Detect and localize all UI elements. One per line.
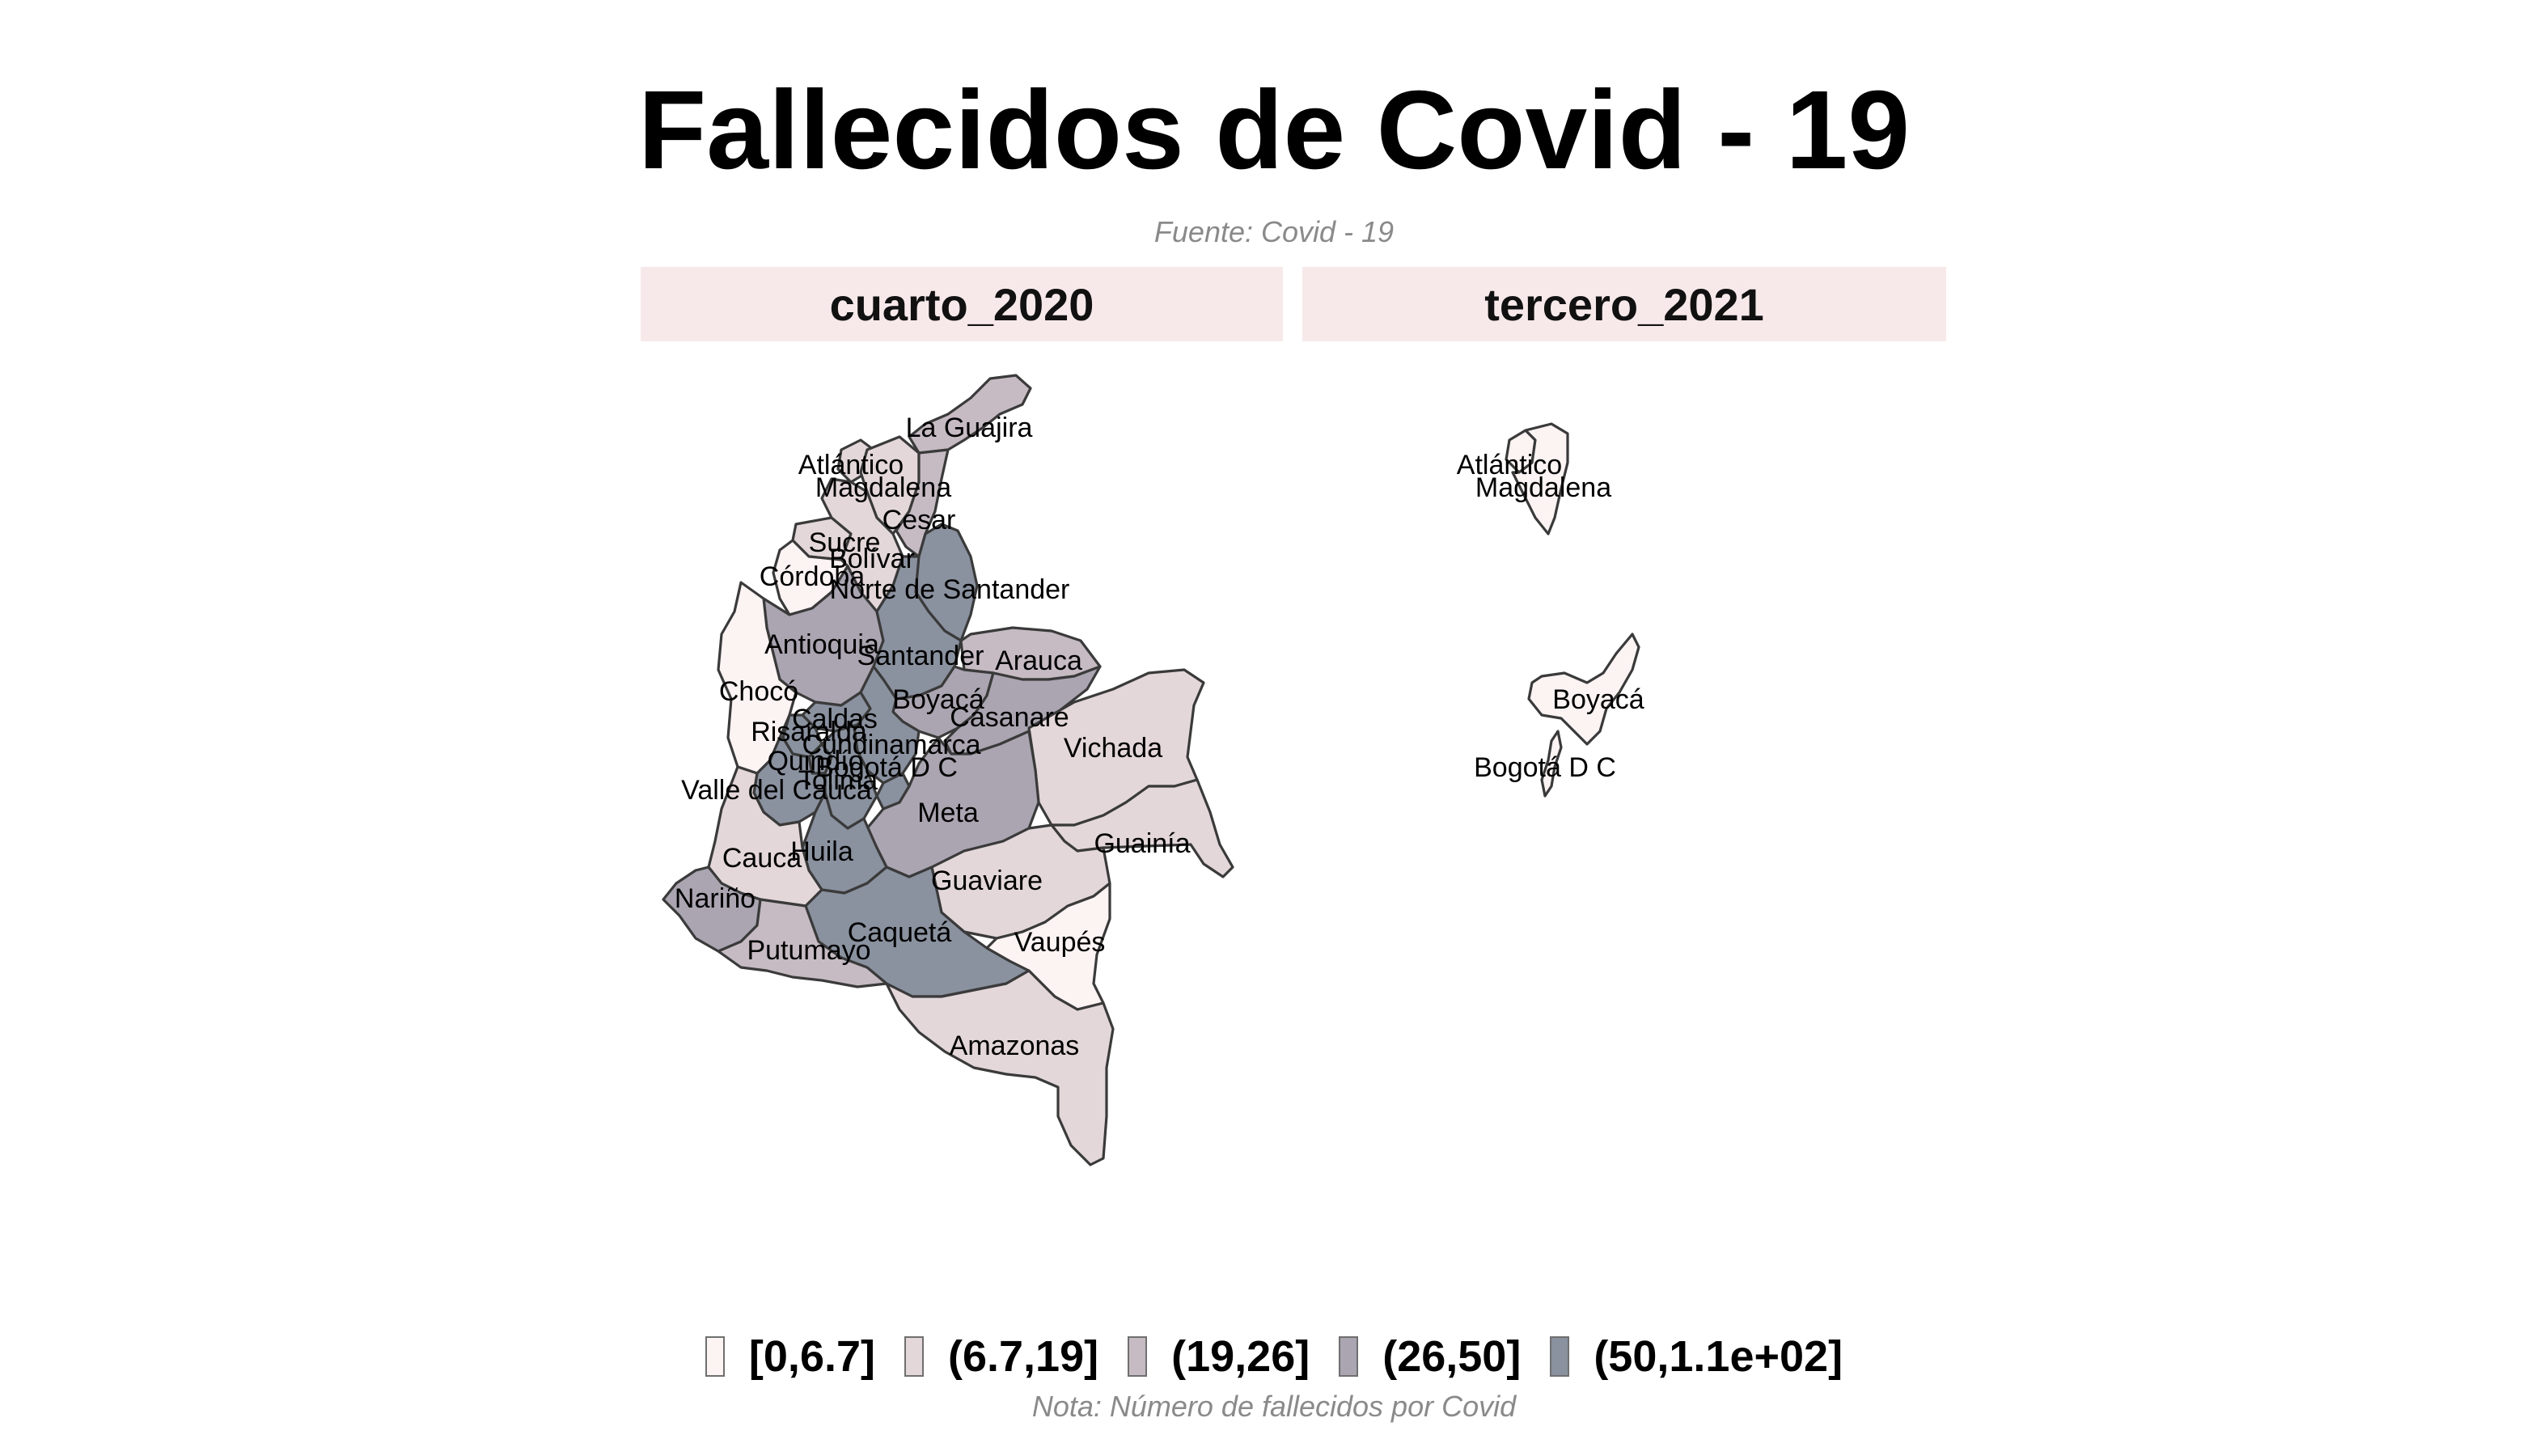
legend-item: (19,26] (1128, 1331, 1310, 1382)
legend-swatch (1339, 1336, 1359, 1377)
legend-label: (6.7,19] (948, 1332, 1099, 1381)
label-bogota-dc: Bogotá D C (815, 752, 958, 783)
legend-label: (19,26] (1171, 1332, 1310, 1381)
label-risaralda: Risaralda (751, 717, 867, 747)
chart-caption: Nota: Número de fallecidos por Covid (1031, 1390, 1517, 1423)
label-magdalena-2021: Magdalena (1475, 472, 1611, 503)
legend-item: (26,50] (1339, 1331, 1521, 1382)
label-boyaca-2021: Boyacá (1552, 684, 1644, 715)
label-atlantico-2021: Atlántico (1457, 450, 1562, 480)
facet-strip-tercero-2021: tercero_2021 (1302, 267, 1946, 341)
legend-swatch (1550, 1336, 1570, 1377)
label-putumayo: Putumayo (747, 935, 870, 966)
legend: [0,6.7] (6.7,19] (19,26] (26,50] (50,1.1… (0, 1331, 2548, 1382)
legend-label: [0,6.7] (748, 1332, 875, 1381)
dept-casanare (943, 665, 1102, 756)
label-casanare: Casanare (950, 702, 1069, 733)
legend-item: (50,1.1e+02] (1550, 1331, 1843, 1382)
label-huila: Huila (790, 836, 853, 867)
label-norte-de-santander: Norte de Santander (830, 574, 1070, 605)
label-cesar: Cesar (882, 505, 956, 535)
dept-amazonas (885, 969, 1115, 1166)
label-quindio: Quindío (767, 746, 863, 777)
label-magdalena: Magdalena (815, 472, 951, 503)
label-atlantico: Atlántico (798, 450, 904, 480)
label-antioquia: Antioquia (764, 629, 879, 660)
label-bolivar: Bolívar (829, 544, 915, 574)
map-panel-tercero-2021: Atlántico Magdalena Boyacá Bogotá D C (1457, 422, 1644, 798)
label-cundinamarca: Cundinamarca (802, 730, 980, 760)
legend-swatch (705, 1336, 725, 1377)
label-caldas: Caldas (792, 704, 878, 734)
label-la-guajira: La Guajira (906, 413, 1033, 443)
dept-putumayo (717, 898, 888, 988)
dept-vaupes (985, 882, 1111, 1011)
label-guaviare: Guaviare (931, 866, 1043, 896)
label-narino: Nariño (675, 883, 756, 914)
label-cauca: Cauca (722, 843, 802, 874)
dept-bogota-dc-2021 (1540, 730, 1563, 798)
legend-item: (6.7,19] (904, 1331, 1098, 1382)
label-tolima: Tolima (798, 765, 878, 796)
legend-label: (50,1.1e+02] (1594, 1332, 1843, 1381)
label-meta: Meta (917, 798, 979, 828)
facet-strip-cuarto-2020: cuarto_2020 (641, 267, 1283, 341)
label-bogota-dc-2021: Bogotá D C (1474, 752, 1616, 783)
legend-item: [0,6.7] (705, 1331, 875, 1382)
label-amazonas: Amazonas (950, 1031, 1080, 1061)
label-vaupes: Vaupés (1014, 927, 1106, 958)
chart-subtitle: Fuente: Covid - 19 (1153, 215, 1395, 248)
chart-title: Fallecidos de Covid - 19 (637, 68, 1911, 193)
label-vichada: Vichada (1064, 733, 1162, 764)
label-valle-del-cauca: Valle del Cauca (681, 775, 872, 806)
legend-swatch (1128, 1336, 1148, 1377)
dept-boyaca-2021 (1527, 633, 1640, 746)
legend-label: (26,50] (1382, 1332, 1522, 1381)
label-sucre: Sucre (809, 527, 881, 558)
label-santander: Santander (857, 641, 984, 671)
legend-swatch (904, 1336, 924, 1377)
label-cordoba: Córdoba (760, 561, 866, 592)
dept-magdalena-2021 (1511, 422, 1569, 535)
label-caqueta: Caquetá (848, 917, 952, 948)
label-arauca: Arauca (995, 645, 1082, 676)
label-choco: Chocó (719, 676, 798, 707)
map-panel-cuarto-2020: La Guajira Atlántico Magdalena Cesar Suc… (662, 374, 1234, 1166)
dept-la-guajira (908, 374, 1032, 455)
label-boyaca: Boyacá (892, 684, 984, 715)
label-guainia: Guainía (1094, 828, 1190, 859)
